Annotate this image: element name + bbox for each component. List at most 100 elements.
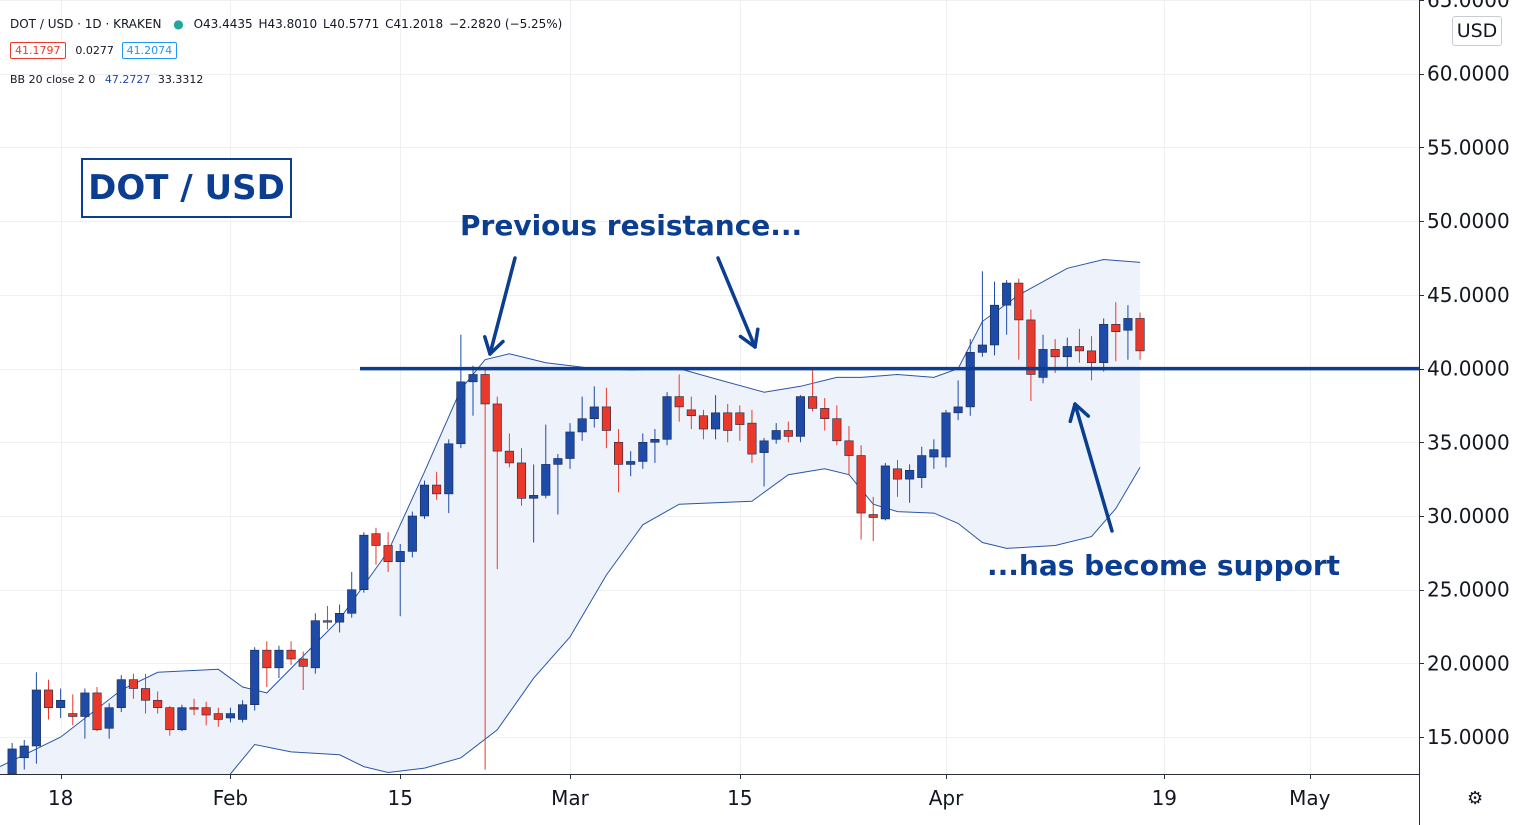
candle-body	[686, 409, 696, 417]
candle-body	[7, 748, 17, 775]
candle	[820, 398, 830, 431]
candle-body	[795, 396, 806, 437]
time-tick-label: 15	[727, 786, 752, 810]
candle	[844, 426, 854, 475]
candle-body	[1050, 349, 1060, 358]
candle	[941, 409, 951, 468]
candle	[747, 409, 757, 463]
candle-body	[771, 430, 781, 440]
candle	[213, 707, 223, 727]
candle-body	[1135, 318, 1145, 352]
candle	[553, 454, 563, 515]
arrow-head	[738, 327, 760, 349]
price-axis: 15.0000 20.0000 25.0000 30.0000 35.0000 40.00…	[1419, 0, 1510, 749]
candle	[686, 396, 696, 430]
candle	[468, 365, 478, 416]
candle	[19, 740, 29, 770]
candle-body	[917, 455, 927, 478]
candle-body	[371, 533, 381, 546]
candle	[153, 691, 163, 714]
settings-gear-icon[interactable]: ⚙	[1467, 788, 1484, 809]
candle-body	[711, 412, 721, 430]
candle-body	[820, 408, 830, 419]
buy-price[interactable]: 41.2074	[121, 42, 178, 59]
candle	[723, 403, 733, 443]
candle	[601, 387, 611, 449]
candle	[541, 424, 551, 499]
candle	[735, 405, 745, 441]
candle	[783, 421, 793, 443]
candle	[165, 706, 175, 736]
candle-body	[941, 412, 951, 458]
candle	[140, 673, 151, 714]
candle	[68, 694, 78, 726]
candle-body	[80, 692, 90, 717]
market-status-icon: ●	[173, 17, 184, 31]
candle	[371, 527, 381, 565]
candle	[480, 368, 490, 770]
candle-body	[601, 406, 611, 431]
candle	[492, 396, 502, 570]
price-tick-label: 15.0000	[1427, 725, 1510, 749]
candle	[905, 464, 915, 503]
candle-body	[177, 707, 187, 731]
candle-body	[250, 649, 260, 706]
indicator-lower-value: 33.3312	[157, 73, 204, 86]
candle	[711, 395, 721, 440]
candle	[274, 645, 284, 679]
sell-price[interactable]: 41.1797	[10, 42, 66, 59]
indicator-legend[interactable]: BB 20 close 2 0 47.2727 33.3312	[10, 73, 205, 86]
arrow-shaft	[488, 256, 517, 356]
candle-body	[662, 396, 672, 440]
candle-body	[965, 352, 975, 408]
candle	[43, 679, 54, 720]
candle-body	[383, 545, 393, 563]
candle	[298, 651, 308, 690]
candle	[856, 445, 866, 540]
candle	[626, 451, 636, 477]
candle-body	[650, 439, 660, 443]
candle	[116, 675, 126, 713]
candle-body	[347, 589, 357, 614]
quote-row: 41.1797 0.0277 41.2074	[10, 42, 179, 59]
candle	[56, 688, 66, 718]
candle-body	[31, 689, 41, 747]
price-tick-label: 60.0000	[1427, 62, 1510, 86]
candle-body	[832, 418, 842, 442]
candle-body	[444, 443, 454, 495]
candle-body	[516, 462, 527, 499]
candle-body	[783, 430, 793, 437]
candle	[613, 429, 624, 493]
price-tick-label: 20.0000	[1427, 651, 1510, 675]
spread-value: 0.0277	[75, 44, 114, 57]
candle-body	[480, 374, 490, 405]
candle	[407, 511, 417, 558]
candle-body	[310, 620, 320, 669]
price-tick-label: 55.0000	[1427, 135, 1510, 159]
price-tick-label: 65.0000	[1427, 0, 1510, 12]
symbol-title[interactable]: DOT / USD · 1D · KRAKEN	[10, 17, 162, 31]
candle	[128, 673, 138, 699]
candle-body	[1074, 346, 1084, 352]
candle-body	[577, 418, 587, 433]
candle-body	[407, 515, 417, 552]
candle-body	[613, 441, 624, 465]
candle-body	[589, 406, 599, 419]
candle	[880, 462, 890, 521]
candle-body	[553, 458, 563, 465]
candle	[1062, 337, 1072, 368]
candle	[771, 423, 781, 444]
candle	[238, 700, 248, 723]
candle	[965, 339, 975, 416]
arrow-shaft	[716, 256, 757, 349]
candle	[589, 386, 599, 428]
candle	[419, 480, 430, 519]
candle	[1014, 278, 1024, 360]
close-value: C41.2018	[385, 17, 444, 31]
currency-button[interactable]: USD	[1452, 16, 1502, 46]
candle	[322, 605, 333, 630]
candle-body	[395, 551, 405, 563]
candle	[201, 701, 211, 726]
candle	[868, 496, 878, 542]
